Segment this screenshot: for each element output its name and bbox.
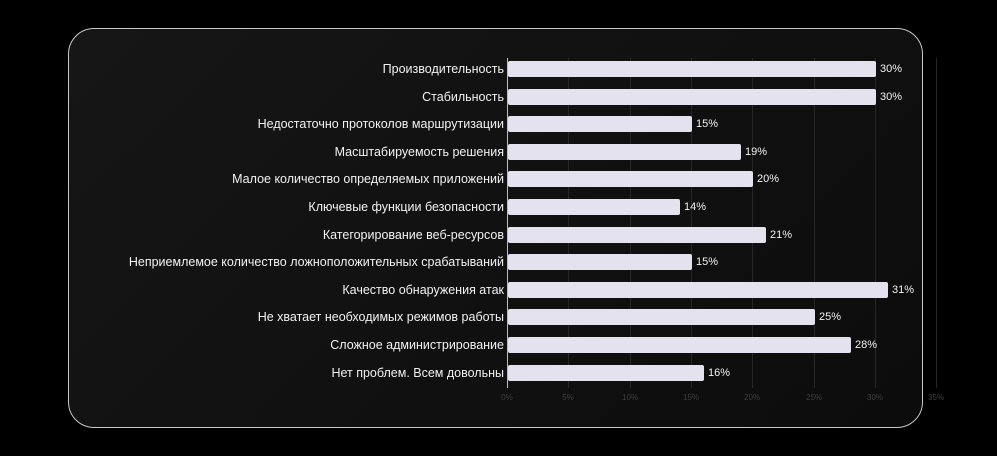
gridline [691, 58, 692, 388]
value-label: 19% [745, 146, 768, 158]
bar [508, 309, 815, 325]
bar [508, 89, 876, 105]
value-label: 16% [708, 367, 731, 379]
x-tick-label: 15% [682, 393, 700, 402]
bar [508, 227, 766, 243]
gridline [875, 58, 876, 388]
bar-row: Качество обнаружения атак 31% [0, 280, 997, 300]
category-label: Категорирование веб-ресурсов [322, 228, 504, 242]
x-tick-label: 0% [501, 393, 513, 402]
bar [508, 254, 692, 270]
bar-row: Масштабируемость решения 19% [0, 142, 997, 162]
category-label: Ключевые функции безопасности [308, 200, 504, 214]
category-label: Производительность [382, 62, 504, 76]
bar-row: Стабильность 30% [0, 87, 997, 107]
value-label: 31% [892, 284, 915, 296]
bar-row: Малое количество определяемых приложений… [0, 169, 997, 189]
value-label: 14% [684, 201, 707, 213]
category-label: Масштабируемость решения [334, 145, 504, 159]
bar [508, 116, 692, 132]
x-tick-label: 35% [927, 393, 945, 402]
category-label: Неприемлемое количество ложноположительн… [128, 255, 504, 269]
bar [508, 61, 876, 77]
gridline [752, 58, 753, 388]
category-label: Не хватает необходимых режимов работы [257, 310, 504, 324]
x-tick-label: 25% [805, 393, 823, 402]
value-label: 20% [757, 173, 780, 185]
bar [508, 171, 753, 187]
category-label: Малое количество определяемых приложений [232, 172, 504, 186]
bar-row: Нет проблем. Всем довольны 16% [0, 363, 997, 383]
value-label: 30% [880, 91, 903, 103]
category-label: Недостаточно протоколов маршрутизации [257, 117, 504, 131]
category-label: Качество обнаружения атак [342, 283, 504, 297]
x-tick-label: 5% [562, 393, 574, 402]
value-label: 15% [696, 256, 719, 268]
bar [508, 365, 704, 381]
bar-row: Не хватает необходимых режимов работы 25% [0, 307, 997, 327]
bar [508, 199, 680, 215]
bar-row: Производительность 30% [0, 59, 997, 79]
gridline [630, 58, 631, 388]
gridline [936, 58, 937, 388]
y-axis-line [507, 58, 508, 388]
category-label: Стабильность [422, 90, 504, 104]
bar [508, 337, 851, 353]
bar-row: Сложное администрирование 28% [0, 335, 997, 355]
x-tick-label: 20% [743, 393, 761, 402]
value-label: 15% [696, 118, 719, 130]
bar [508, 282, 888, 298]
value-label: 21% [770, 229, 793, 241]
gridline [568, 58, 569, 388]
category-label: Нет проблем. Всем довольны [331, 366, 504, 380]
bar [508, 144, 741, 160]
bar-row: Ключевые функции безопасности 14% [0, 197, 997, 217]
value-label: 28% [855, 339, 878, 351]
x-tick-label: 10% [621, 393, 639, 402]
bar-row: Неприемлемое количество ложноположительн… [0, 252, 997, 272]
x-tick-label: 30% [866, 393, 884, 402]
bar-row: Категорирование веб-ресурсов 21% [0, 225, 997, 245]
gridline [814, 58, 815, 388]
category-label: Сложное администрирование [330, 338, 504, 352]
value-label: 25% [819, 311, 842, 323]
bar-row: Недостаточно протоколов маршрутизации 15% [0, 114, 997, 134]
value-label: 30% [880, 63, 903, 75]
